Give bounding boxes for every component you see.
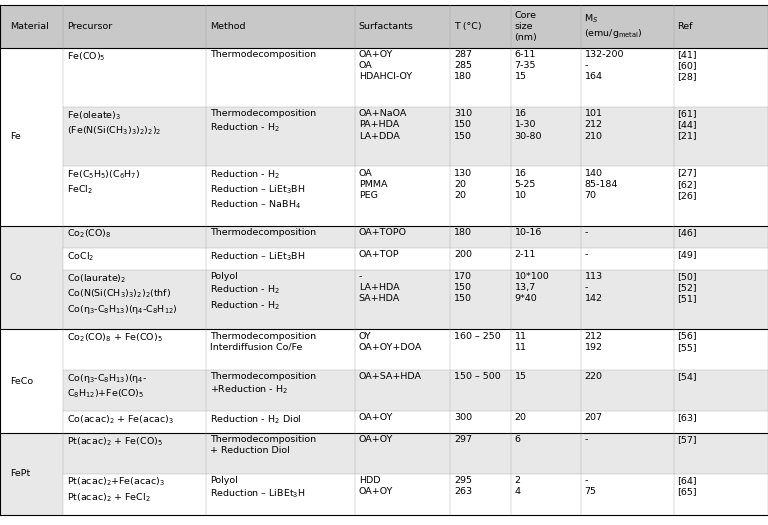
Text: 10*100
13,7
9*40: 10*100 13,7 9*40	[515, 272, 549, 303]
Text: CoCl$_2$: CoCl$_2$	[67, 250, 94, 262]
Bar	[0, 107, 63, 166]
Text: Fe(CO)$_5$: Fe(CO)$_5$	[67, 50, 105, 62]
Text: Co$_2$(CO)$_8$: Co$_2$(CO)$_8$	[67, 228, 111, 240]
Text: 170
150
150: 170 150 150	[454, 272, 472, 303]
Bar	[63, 166, 768, 226]
Text: 132-200
-
164: 132-200 - 164	[584, 50, 624, 81]
Text: -: -	[584, 228, 588, 237]
Text: [61]
[44]
[21]: [61] [44] [21]	[677, 109, 697, 141]
Bar	[0, 226, 63, 248]
Bar	[63, 433, 768, 474]
Text: 15: 15	[515, 372, 527, 381]
Text: Thermodecomposition
+ Reduction Diol: Thermodecomposition + Reduction Diol	[210, 435, 316, 455]
Text: 287
285
180: 287 285 180	[454, 50, 472, 81]
Bar	[0, 5, 768, 48]
Text: 212
192: 212 192	[584, 332, 602, 352]
Text: [41]
[60]
[28]: [41] [60] [28]	[677, 50, 697, 81]
Text: 180: 180	[454, 228, 472, 237]
Bar	[0, 329, 63, 370]
Text: [46]: [46]	[677, 228, 697, 237]
Text: -: -	[584, 435, 588, 444]
Text: 2
4: 2 4	[515, 476, 521, 496]
Bar	[63, 107, 768, 166]
Text: [57]: [57]	[677, 435, 697, 444]
Text: 16
5-25
10: 16 5-25 10	[515, 169, 536, 200]
Text: OA
PMMA
PEG: OA PMMA PEG	[359, 169, 387, 200]
Bar	[63, 370, 768, 411]
Text: [54]: [54]	[677, 372, 697, 381]
Text: 6: 6	[515, 435, 521, 444]
Text: [50]
[52]
[51]: [50] [52] [51]	[677, 272, 697, 303]
Bar	[0, 411, 63, 433]
Text: Ref: Ref	[677, 22, 693, 31]
Text: Fe(oleate)$_3$
(Fe(N(Si(CH$_3$)$_3$)$_2$)$_2$)$_2$: Fe(oleate)$_3$ (Fe(N(Si(CH$_3$)$_3$)$_2$…	[67, 109, 161, 137]
Bar	[63, 248, 768, 270]
Text: OA+TOP: OA+TOP	[359, 250, 399, 259]
Text: 300: 300	[454, 413, 472, 422]
Bar	[63, 411, 768, 433]
Text: T (°C): T (°C)	[454, 22, 482, 31]
Bar	[63, 474, 768, 514]
Text: 101
212
210: 101 212 210	[584, 109, 602, 141]
Text: 297: 297	[454, 435, 472, 444]
Text: 207: 207	[584, 413, 602, 422]
Text: Polyol
Reduction - H$_2$
Reduction - H$_2$: Polyol Reduction - H$_2$ Reduction - H$_…	[210, 272, 280, 312]
Text: Core
size
(nm): Core size (nm)	[515, 12, 538, 42]
Bar	[63, 48, 768, 107]
Bar	[0, 248, 63, 270]
Text: 10-16: 10-16	[515, 228, 542, 237]
Text: OA+TOPO: OA+TOPO	[359, 228, 407, 237]
Text: 20: 20	[515, 413, 527, 422]
Text: 140
85-184
70: 140 85-184 70	[584, 169, 617, 200]
Text: 2-11: 2-11	[515, 250, 536, 259]
Text: M$_S$
(emu/g$_{\rm metal}$): M$_S$ (emu/g$_{\rm metal}$)	[584, 13, 643, 40]
Text: Method: Method	[210, 22, 245, 31]
Text: Reduction - H$_2$ Diol: Reduction - H$_2$ Diol	[210, 413, 301, 426]
Text: FeCo: FeCo	[10, 376, 33, 386]
Bar	[0, 270, 63, 329]
Text: OA+OY
OA
HDAHCl-OY: OA+OY OA HDAHCl-OY	[359, 50, 412, 81]
Bar	[0, 370, 63, 411]
Text: Thermodecomposition
Interdiffusion Co/Fe: Thermodecomposition Interdiffusion Co/Fe	[210, 332, 316, 352]
Bar	[0, 474, 63, 514]
Text: 11
11: 11 11	[515, 332, 527, 352]
Text: 16
1-30
30-80: 16 1-30 30-80	[515, 109, 542, 141]
Text: Co(laurate)$_2$
Co(N(Si(CH$_3$)$_3$)$_2$)$_2$(thf)
Co(η$_3$-C$_8$H$_{13}$)(η$_4$: Co(laurate)$_2$ Co(N(Si(CH$_3$)$_3$)$_2$…	[67, 272, 177, 316]
Text: Pt(acac)$_2$ + Fe(CO)$_5$: Pt(acac)$_2$ + Fe(CO)$_5$	[67, 435, 163, 448]
Text: OA+OY: OA+OY	[359, 435, 393, 444]
Text: Thermodecomposition: Thermodecomposition	[210, 50, 316, 59]
Text: OY
OA+OY+DOA: OY OA+OY+DOA	[359, 332, 422, 352]
Text: HDD
OA+OY: HDD OA+OY	[359, 476, 393, 496]
Bar	[63, 329, 768, 370]
Text: 295
263: 295 263	[454, 476, 472, 496]
Text: 130
20
20: 130 20 20	[454, 169, 472, 200]
Text: -
75: - 75	[584, 476, 597, 496]
Text: Thermodecomposition
+Reduction - H$_2$: Thermodecomposition +Reduction - H$_2$	[210, 372, 316, 396]
Text: Co(η$_3$-C$_8$H$_{13}$)(η$_4$-
C$_8$H$_{12}$)+Fe(CO)$_5$: Co(η$_3$-C$_8$H$_{13}$)(η$_4$- C$_8$H$_{…	[67, 372, 147, 401]
Text: OA+NaOA
PA+HDA
LA+DDA: OA+NaOA PA+HDA LA+DDA	[359, 109, 407, 141]
Text: [56]
[55]: [56] [55]	[677, 332, 697, 352]
Text: [64]
[65]: [64] [65]	[677, 476, 697, 496]
Text: Reduction - H$_2$
Reduction – LiEt$_3$BH
Reduction – NaBH$_4$: Reduction - H$_2$ Reduction – LiEt$_3$BH…	[210, 169, 305, 212]
Text: FePt: FePt	[10, 469, 30, 478]
Text: Pt(acac)$_2$+Fe(acac)$_3$
Pt(acac)$_2$ + FeCl$_2$: Pt(acac)$_2$+Fe(acac)$_3$ Pt(acac)$_2$ +…	[67, 476, 165, 503]
Text: 200: 200	[454, 250, 472, 259]
Text: Co: Co	[10, 273, 22, 282]
Text: Precursor: Precursor	[67, 22, 112, 31]
Text: Polyol
Reduction – LiBEt$_3$H: Polyol Reduction – LiBEt$_3$H	[210, 476, 305, 500]
Text: -: -	[584, 250, 588, 259]
Text: [63]: [63]	[677, 413, 697, 422]
Text: OA+OY: OA+OY	[359, 413, 393, 422]
Text: 6-11
7-35
15: 6-11 7-35 15	[515, 50, 536, 81]
Bar	[63, 270, 768, 329]
Bar	[0, 48, 63, 107]
Text: Co(acac)$_2$ + Fe(acac)$_3$: Co(acac)$_2$ + Fe(acac)$_3$	[67, 413, 174, 426]
Bar	[63, 226, 768, 248]
Text: 113
-
142: 113 - 142	[584, 272, 603, 303]
Bar	[0, 433, 63, 474]
Text: Fe: Fe	[10, 132, 21, 141]
Text: OA+SA+HDA: OA+SA+HDA	[359, 372, 422, 381]
Text: Surfactants: Surfactants	[359, 22, 413, 31]
Text: Thermodecomposition: Thermodecomposition	[210, 228, 316, 237]
Text: Reduction – LiEt$_3$BH: Reduction – LiEt$_3$BH	[210, 250, 305, 262]
